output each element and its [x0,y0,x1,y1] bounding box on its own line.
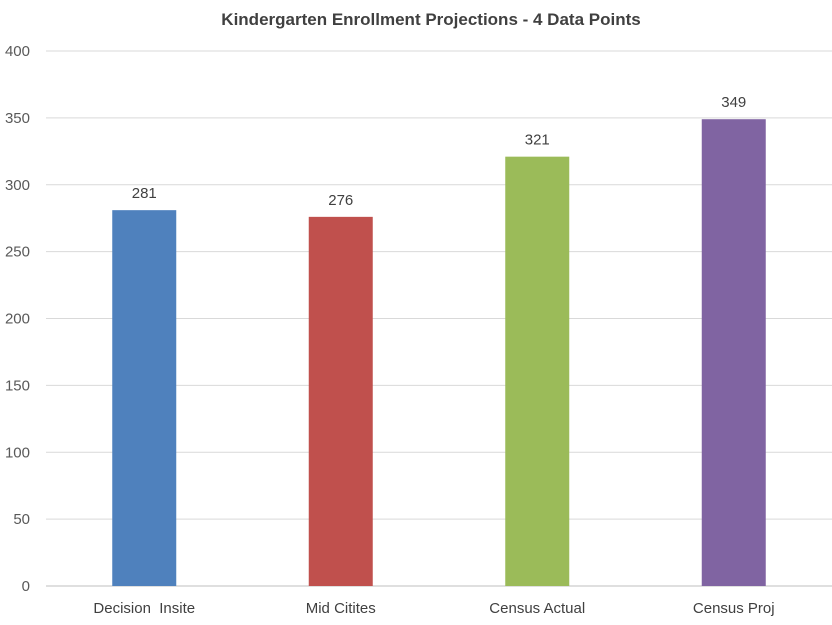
bar [112,210,177,586]
y-tick-label: 0 [22,578,30,595]
data-label: 349 [721,94,746,111]
data-label: 281 [132,185,157,202]
y-tick-label: 150 [5,377,30,394]
y-tick-label: 50 [13,511,30,528]
chart-title: Kindergarten Enrollment Projections - 4 … [221,10,640,29]
y-tick-label: 100 [5,444,30,461]
data-label: 321 [525,132,550,149]
x-tick-label: Census Actual [489,600,585,617]
x-tick-label: Mid Citites [306,600,376,617]
data-label: 276 [328,192,353,209]
bars [112,119,766,587]
x-axis-categories: Decision Insite Mid Citites Census Actual C… [93,600,774,617]
bar [308,216,373,586]
y-axis-ticks: 0 50 100 150 200 250 300 350 400 [5,43,30,595]
x-tick-label: Census Proj [693,600,775,617]
bar [701,119,766,587]
y-tick-label: 350 [5,110,30,127]
x-tick-label: Decision Insite [93,600,195,617]
gridlines [46,50,832,587]
y-tick-label: 400 [5,43,30,60]
y-tick-label: 250 [5,244,30,261]
y-tick-label: 200 [5,311,30,328]
data-labels: 281 276 321 349 [132,94,747,209]
bar [505,156,570,586]
y-tick-label: 300 [5,177,30,194]
